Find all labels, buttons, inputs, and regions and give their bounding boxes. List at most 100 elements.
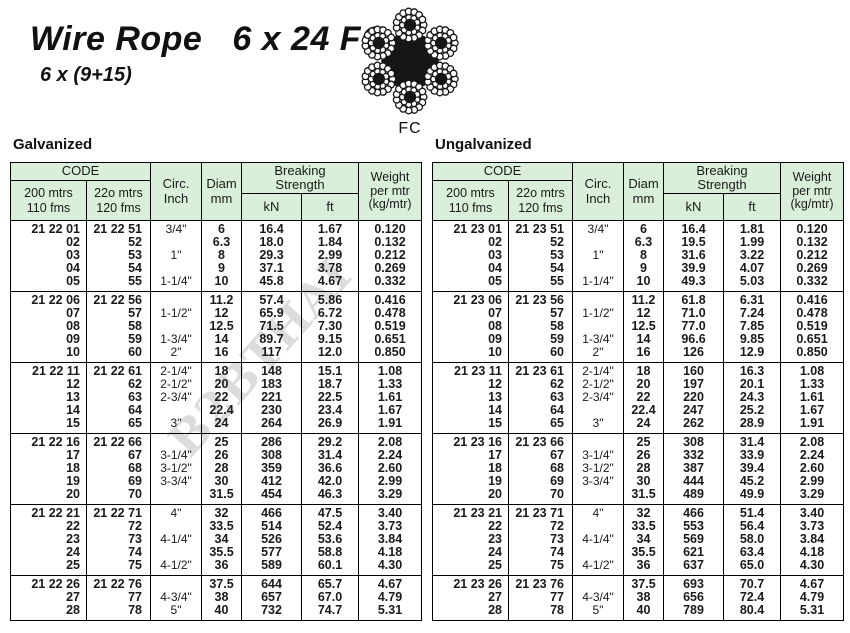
cell-breaking-ft: 1.84 [317,235,343,249]
cell-weight-kg-mtr: 4.30 [377,558,403,572]
header-line: 110 fms [26,200,71,215]
column-breaking-kn: 308 332 387 444 489 [664,434,724,504]
cell-diam-mm: 37.5 [631,577,656,591]
cell-code-200mtrs: 27 [488,590,502,604]
cell-code-200mtrs: 21 23 11 [454,364,502,378]
column-weight-kg-mtr: 3.40 3.73 3.84 4.18 4.30 [359,505,421,575]
cell-weight-kg-mtr: 0.332 [374,274,406,288]
header-code-200mtrs: 200 mtrs 110 fms [11,181,87,220]
cell-diam-mm: 28 [214,461,229,475]
cell-diam-mm: 25 [214,435,229,449]
cell-breaking-kn: 183 [261,377,282,391]
cell-diam-mm: 12 [636,306,651,320]
cell-breaking-ft: 51.4 [739,506,765,520]
column-diam-mm: 25 26 28 30 31.5 [202,434,242,504]
header-line: Circ. [584,176,612,191]
column-diam-mm: 6 6.3 8 9 10 [624,221,664,291]
cell-code-220mtrs: 21 22 66 [93,435,142,449]
ungalvanized-table-body: 21 23 01 02 03 04 05 21 23 51 52 53 54 55 3/4" 1" … [432,221,844,621]
cell-circ-inch: 2-3/4" [160,390,192,404]
cell-code-220mtrs: 77 [550,590,564,604]
cell-code-200mtrs: 21 22 26 [31,577,80,591]
cell-diam-mm: 6 [218,222,225,236]
cell-weight-kg-mtr: 2.24 [799,448,825,462]
cell-breaking-kn: 148 [261,364,282,378]
cell-breaking-ft: 9.85 [739,332,765,346]
cell-circ-inch: 3" [592,416,604,430]
header-code-label: CODE [61,163,100,179]
cell-breaking-kn: 77.0 [681,319,706,333]
cell-breaking-ft: 23.4 [317,403,343,417]
cell-code-220mtrs: 78 [550,603,564,617]
column-circ-inch: 3-1/4" 3-1/2" 3-3/4" [151,434,202,504]
cell-breaking-ft: 3.78 [317,261,343,275]
header-line: 200 mtrs [446,186,495,200]
column-diam-mm: 6 6.3 8 9 10 [202,221,242,291]
cell-breaking-ft: 31.4 [317,448,343,462]
cell-breaking-ft: 31.4 [739,435,765,449]
header-weight: Weight per mtr (kg/mtr) [359,163,421,220]
cell-weight-kg-mtr: 0.850 [796,345,828,359]
column-breaking-kn: 16.4 18.0 29.3 37.1 45.8 [242,221,302,291]
column-breaking-kn: 644 657 732 [242,576,302,620]
header-line: mm [210,190,233,206]
cell-circ-inch: 2" [170,345,182,359]
cell-circ-inch: 4-3/4" [582,590,614,604]
cell-code-220mtrs: 21 23 56 [515,293,564,307]
cell-code-220mtrs: 68 [128,461,142,475]
header-line: Strength [275,177,325,192]
cell-weight-kg-mtr: 0.120 [374,222,406,236]
cell-breaking-ft: 9.15 [317,332,343,346]
cell-code-220mtrs: 74 [550,545,564,559]
ungalvanized-table: Ungalvanized CODE 200 mtrs 110 fms 22o m… [432,136,844,621]
cell-code-220mtrs: 54 [128,261,142,275]
cell-weight-kg-mtr: 0.212 [796,248,828,262]
cell-breaking-kn: 264 [261,416,282,430]
column-code-200mtrs: 21 22 06 07 08 09 10 [11,292,87,362]
cell-breaking-ft: 22.5 [317,390,343,404]
cell-breaking-ft: 5.86 [317,293,343,307]
cell-circ-inch: 1-1/4" [160,274,192,288]
cell-diam-mm: 25 [636,435,651,449]
cell-code-220mtrs: 59 [550,332,564,346]
cell-circ-inch: 4-1/4" [582,532,614,546]
cell-breaking-kn: 39.9 [681,261,706,275]
header-line: kN [685,198,702,214]
cell-code-200mtrs: 03 [488,248,502,262]
cell-circ-inch: 3-3/4" [582,474,614,488]
header-circ-inch: Circ. Inch [573,163,624,220]
header-line: Weight [370,170,410,185]
cell-breaking-kn: 693 [683,577,704,591]
cell-breaking-ft: 6.31 [739,293,765,307]
cell-breaking-kn: 71.0 [681,306,706,320]
cell-code-220mtrs: 75 [128,558,142,572]
column-diam-mm: 37.5 38 40 [624,576,664,620]
cell-diam-mm: 26 [214,448,229,462]
cell-circ-inch: 2-1/2" [160,377,192,391]
cell-code-220mtrs: 78 [128,603,142,617]
column-code-200mtrs: 21 23 06 07 08 09 10 [433,292,509,362]
cell-circ-inch: 4" [170,506,182,520]
cell-breaking-ft: 60.1 [317,558,343,572]
cell-code-200mtrs: 07 [488,306,502,320]
cell-circ-inch: 3-1/2" [582,461,614,475]
cell-breaking-ft: 24.3 [739,390,765,404]
column-circ-inch: 3-1/4" 3-1/2" 3-3/4" [573,434,624,504]
rope-cross-section-icon [361,7,459,115]
cell-breaking-kn: 18.0 [259,235,284,249]
cell-circ-inch: 3/4" [587,222,609,236]
cell-code-220mtrs: 72 [128,519,142,533]
cell-breaking-ft: 7.30 [317,319,343,333]
cell-code-220mtrs: 67 [128,448,142,462]
cell-circ-inch: 3/4" [165,222,187,236]
cell-breaking-kn: 65.9 [259,306,284,320]
cell-breaking-ft: 58.0 [739,532,765,546]
cell-code-200mtrs: 22 [488,519,502,533]
cell-breaking-kn: 466 [261,506,282,520]
cell-circ-inch: 2-3/4" [582,390,614,404]
cell-weight-kg-mtr: 3.84 [377,532,403,546]
cell-breaking-kn: 732 [261,603,282,617]
cell-breaking-ft: 52.4 [317,519,343,533]
cell-breaking-ft: 67.0 [317,590,343,604]
header-code-label: CODE [483,163,522,179]
